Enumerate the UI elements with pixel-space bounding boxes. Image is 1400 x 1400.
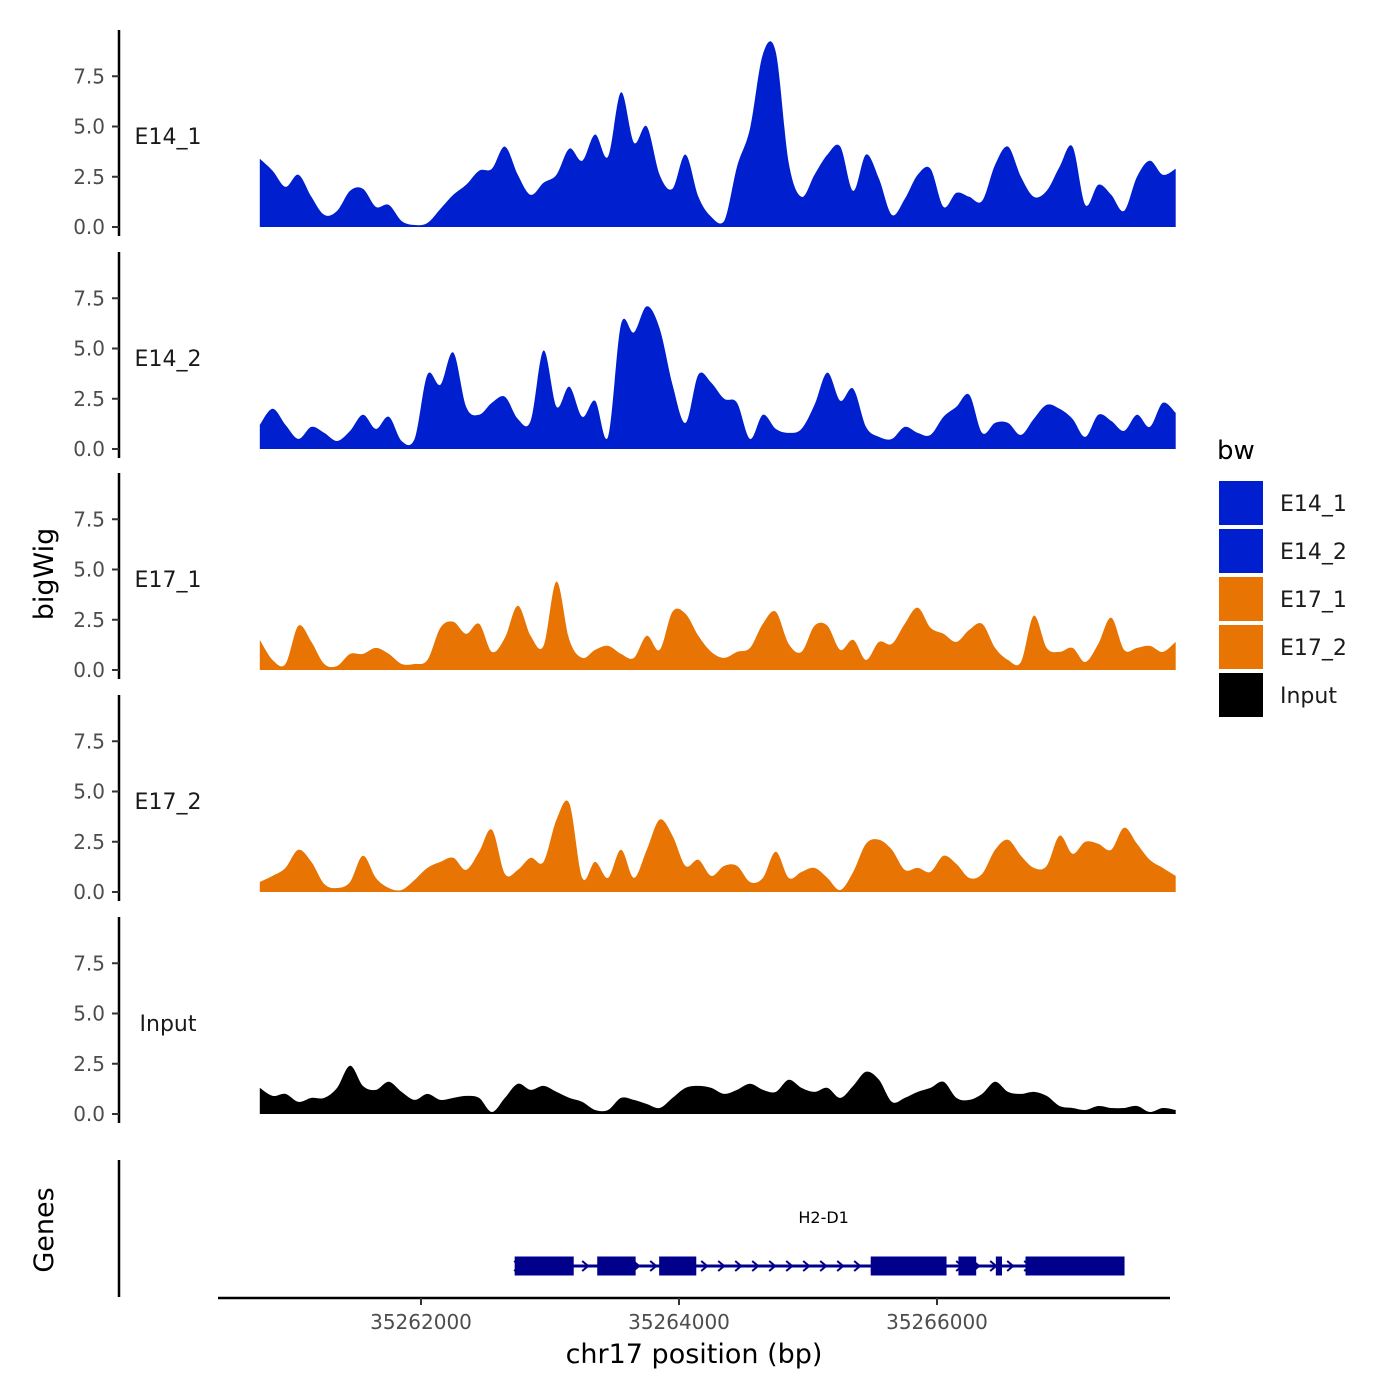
gene-exon <box>870 1256 911 1276</box>
y-tick-label: 5.0 <box>73 558 105 582</box>
y-axis-title: bigWig <box>29 528 60 621</box>
y-tick-label: 5.0 <box>73 1002 105 1026</box>
legend-label: E17_1 <box>1280 588 1347 613</box>
track-label: E17_2 <box>135 790 202 815</box>
strand-chevron <box>819 1260 828 1272</box>
legend-title: bw <box>1217 436 1255 466</box>
y-tick-label: 5.0 <box>73 780 105 804</box>
gene-exon <box>995 1256 1003 1276</box>
y-tick-label: 7.5 <box>73 507 105 531</box>
x-tick-label: 35262000 <box>370 1310 472 1334</box>
coverage-area-Input <box>259 1065 1176 1114</box>
strand-chevron <box>1006 1260 1015 1272</box>
track-label: Input <box>140 1012 197 1037</box>
coverage-area-E14_1 <box>259 41 1176 228</box>
y-tick-label: 0.0 <box>73 880 105 904</box>
coverage-area-E17_2 <box>259 800 1176 892</box>
legend-label: E14_1 <box>1280 492 1347 517</box>
x-tick-label: 35266000 <box>886 1310 988 1334</box>
legend-item-Input: Input <box>1217 671 1337 719</box>
genes-axis-title: Genes <box>29 1187 60 1272</box>
coverage-area-E17_1 <box>259 581 1176 670</box>
y-tick-label: 7.5 <box>73 64 105 88</box>
y-tick-label: 5.0 <box>73 337 105 361</box>
y-tick-label: 7.5 <box>73 951 105 975</box>
y-tick-label: 2.5 <box>73 165 105 189</box>
track-E14_1: 0.0 2.5 5.0 7.5 E14_1 <box>73 30 1176 239</box>
y-tick-label: 5.0 <box>73 115 105 139</box>
legend-label: E17_2 <box>1280 636 1347 661</box>
strand-chevron <box>734 1260 743 1272</box>
strand-chevron <box>751 1260 760 1272</box>
strand-chevron <box>802 1260 811 1272</box>
legend-swatch <box>1217 575 1265 623</box>
track-label: E14_1 <box>135 125 202 150</box>
legend-item-E17_2: E17_2 <box>1217 623 1347 671</box>
strand-chevron <box>785 1260 794 1272</box>
legend-item-E17_1: E17_1 <box>1217 575 1347 623</box>
legend-label: E14_2 <box>1280 540 1347 565</box>
y-tick-label: 0.0 <box>73 1102 105 1126</box>
strand-chevron <box>581 1260 590 1272</box>
x-tick-label: 35264000 <box>628 1310 730 1334</box>
gene-exon <box>1052 1256 1125 1276</box>
legend-swatch <box>1217 671 1265 719</box>
strand-chevron <box>853 1260 862 1272</box>
coverage-area-E14_2 <box>259 306 1176 449</box>
track-E14_2: 0.0 2.5 5.0 7.5 E14_2 <box>73 252 1176 461</box>
legend-swatch <box>1217 527 1265 575</box>
gene-exon <box>1025 1256 1054 1276</box>
legend-swatch <box>1217 623 1265 671</box>
strand-chevron <box>768 1260 777 1272</box>
legend-swatch <box>1217 479 1265 527</box>
gene-exon <box>597 1256 636 1276</box>
x-axis: 35262000 35264000 35266000 <box>218 1296 1170 1334</box>
y-tick-label: 2.5 <box>73 387 105 411</box>
track-Input: 0.0 2.5 5.0 7.5 Input <box>73 917 1176 1126</box>
track-label: E14_2 <box>135 347 202 372</box>
y-tick-label: 7.5 <box>73 286 105 310</box>
coverage-tracks: 0.0 2.5 5.0 7.5 E14_1 0.0 2.5 5.0 7.5 E14_2 0.0 2.5… <box>73 30 1176 1126</box>
gene-exon <box>958 1256 977 1276</box>
strand-chevron <box>836 1260 845 1272</box>
legend-label: Input <box>1280 684 1337 709</box>
y-tick-label: 0.0 <box>73 437 105 461</box>
legend-item-E14_1: E14_1 <box>1217 479 1347 527</box>
y-tick-label: 0.0 <box>73 215 105 239</box>
legend: bw E14_1 E14_2 E17_1 E17_2 Input <box>1217 436 1347 719</box>
strand-chevron <box>717 1260 726 1272</box>
strand-chevron <box>700 1260 709 1272</box>
gene-track-panel: H2-D1 <box>117 1160 1125 1297</box>
y-tick-label: 2.5 <box>73 830 105 854</box>
gene-exon <box>909 1256 947 1276</box>
y-tick-label: 0.0 <box>73 658 105 682</box>
strand-chevron <box>649 1260 658 1272</box>
x-axis-title: chr17 position (bp) <box>566 1339 823 1370</box>
gene-exon <box>514 1256 574 1276</box>
y-tick-label: 2.5 <box>73 608 105 632</box>
y-tick-label: 7.5 <box>73 729 105 753</box>
gene-exon <box>659 1256 697 1276</box>
y-tick-label: 2.5 <box>73 1052 105 1076</box>
track-E17_1: 0.0 2.5 5.0 7.5 E17_1 <box>73 473 1176 682</box>
track-E17_2: 0.0 2.5 5.0 7.5 E17_2 <box>73 695 1176 904</box>
track-label: E17_1 <box>135 568 202 593</box>
gene-name-label: H2-D1 <box>798 1208 848 1227</box>
legend-item-E14_2: E14_2 <box>1217 527 1347 575</box>
